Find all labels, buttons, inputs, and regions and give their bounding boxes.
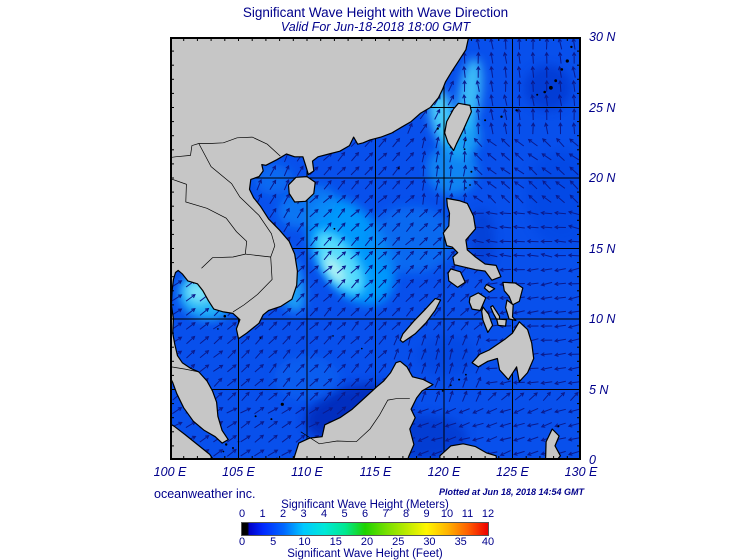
lat-label: 30 N (589, 30, 616, 44)
meters-tick-label: 7 (382, 508, 389, 520)
feet-tick-label: 25 (392, 536, 405, 548)
lon-label: 130 E (564, 465, 598, 479)
page-title: Significant Wave Height with Wave Direct… (242, 5, 509, 20)
lon-label: 115 E (359, 465, 392, 479)
meters-tick-label: 11 (461, 508, 474, 520)
plotted-timestamp: Plotted at Jun 18, 2018 14:54 GMT (438, 487, 584, 497)
meters-tick-label: 10 (440, 508, 454, 520)
land-polygon (287, 176, 316, 203)
meters-tick-label: 12 (481, 508, 495, 520)
land-polygon (544, 428, 561, 460)
legend-feet-tick-row: 0 5 10 15 20 25 30 35 40 (238, 536, 494, 548)
feet-tick-label: 0 (238, 536, 246, 548)
feet-tick-label: 30 (423, 536, 436, 548)
meters-tick-label: 1 (259, 508, 266, 520)
land-polygon (442, 197, 502, 281)
lon-label: 110 E (291, 465, 323, 479)
meters-tick-label: 2 (279, 508, 287, 520)
meters-tick-label: 9 (423, 508, 430, 520)
meters-tick-label: 5 (341, 508, 348, 520)
feet-tick-label: 10 (298, 536, 311, 548)
meters-tick-label: 8 (402, 508, 410, 520)
meters-tick-label: 4 (320, 508, 328, 520)
colorbar (241, 522, 489, 536)
legend-meters-tick-row: 0 1 2 3 4 5 6 7 8 9 10 11 12 (238, 508, 494, 520)
lon-label: 125 E (496, 465, 529, 479)
lat-label: 20 N (589, 171, 616, 185)
land-polygon (170, 37, 470, 444)
lat-label: 0 (589, 453, 596, 467)
lat-label: 25 N (589, 100, 616, 115)
lon-label: 120 E (427, 465, 461, 479)
legend-title-meters: Significant Wave Height (Meters) (281, 499, 449, 511)
land-polygon (505, 299, 517, 321)
land-polygon (468, 292, 487, 312)
meters-tick-label: 6 (361, 508, 369, 520)
branding-text: oceanweather inc. (154, 487, 256, 501)
meters-tick-label: 0 (238, 508, 246, 520)
wave-map-svg (170, 37, 581, 460)
meters-tick-label: 3 (300, 508, 307, 520)
feet-tick-label: 40 (481, 536, 495, 548)
land-polygons (170, 37, 561, 460)
lat-label: 10 N (589, 312, 616, 326)
feet-tick-label: 5 (270, 536, 277, 548)
land-polygon (481, 306, 494, 333)
feet-tick-label: 35 (454, 536, 467, 548)
land-polygon (399, 298, 442, 343)
land-polygon (496, 318, 507, 327)
land-polygon (447, 268, 466, 288)
land-polygon (439, 443, 498, 460)
land-polygon (471, 321, 535, 383)
lon-label: 100 E (153, 465, 187, 479)
land-polygon (170, 423, 215, 460)
land-polygon (444, 102, 472, 152)
valid-time-subtitle: Valid For Jun-18-2018 18:00 GMT (280, 20, 471, 34)
lat-label: 5 N (589, 382, 609, 397)
land-polygon (483, 283, 496, 293)
feet-tick-label: 20 (360, 536, 374, 548)
map-border (170, 37, 581, 460)
legend-title-feet: Significant Wave Height (Feet) (287, 548, 443, 560)
lat-label: 15 N (589, 241, 616, 256)
country-borders (170, 136, 410, 445)
map-plot-area (170, 37, 581, 460)
lon-label: 105 E (222, 465, 255, 479)
feet-tick-label: 15 (329, 536, 342, 548)
land-polygon (502, 281, 524, 306)
land-polygon (293, 360, 434, 460)
